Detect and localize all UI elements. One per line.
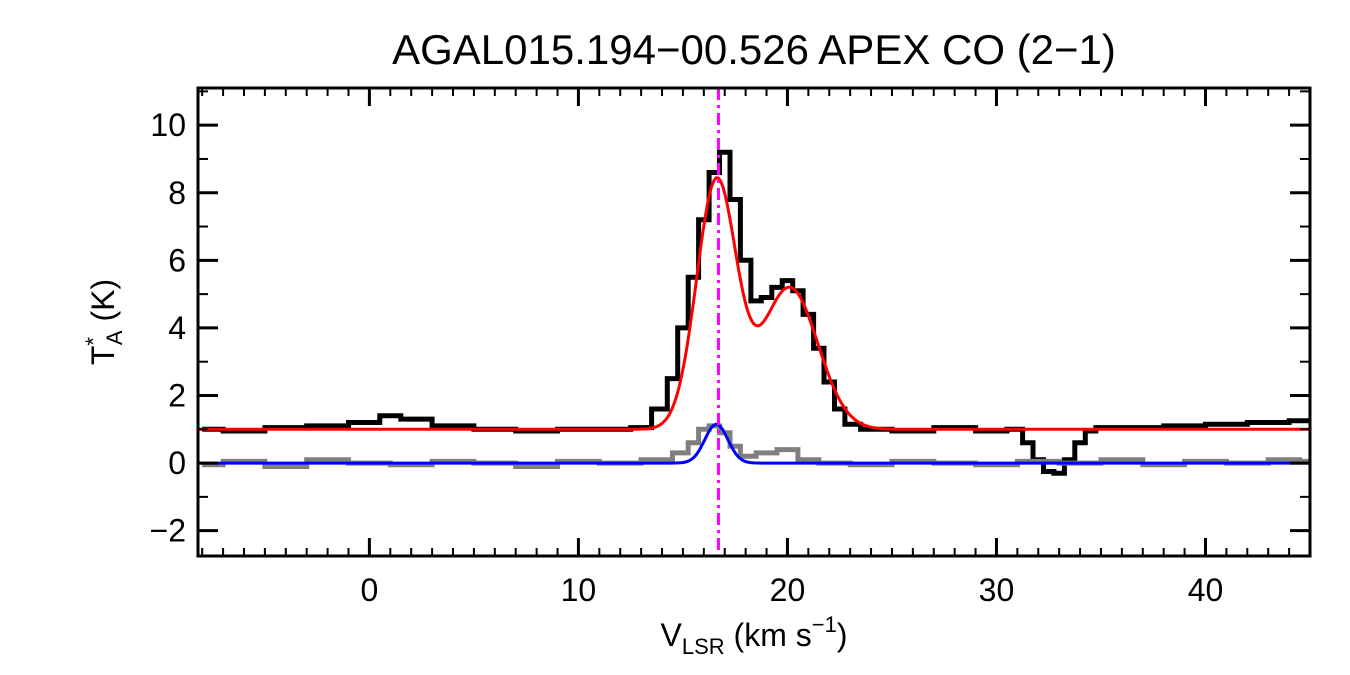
y-tick-label: −2: [150, 513, 186, 549]
y-tick-label: 6: [168, 242, 186, 278]
y-tick-label: 4: [168, 310, 186, 346]
series-two-component-gaussian-fit: [198, 176, 1310, 431]
x-axis-label-unit-post: ): [837, 617, 848, 653]
y-tick-label: 10: [150, 107, 186, 143]
y-axis-label-unit: (K): [85, 279, 121, 331]
series-single-gaussian-fit: [198, 422, 1310, 465]
plot-frame: [196, 86, 1312, 558]
y-axis-label: T*A (K): [81, 279, 127, 365]
x-axis-label-unit-pre: (km s: [725, 617, 812, 653]
x-tick-label: 40: [1188, 572, 1224, 608]
y-axis-label-main: T: [85, 346, 121, 366]
x-axis-label-sup: −1: [812, 612, 837, 637]
tick-layer: [198, 88, 1311, 556]
chart-title: AGAL015.194−00.526 APEX CO (2−1): [392, 26, 1116, 73]
series-layer: [198, 149, 1310, 476]
x-tick-label: 0: [361, 572, 379, 608]
y-axis-label-sub: A: [102, 330, 127, 345]
y-axis-label-sup: *: [81, 337, 106, 346]
x-tick-label: 20: [770, 572, 806, 608]
series-residual-second-spectrum: [202, 423, 1310, 469]
tick-label-layer: 0 10 20 30 40 −2 0 2 4 6 8 10: [150, 107, 1224, 608]
x-axis-label-sub: LSR: [682, 634, 725, 659]
y-tick-label: 2: [168, 377, 186, 413]
x-tick-label: 30: [979, 572, 1015, 608]
series-observed-spectrum-offset-1-k: [202, 149, 1310, 476]
x-axis-label-main: V: [661, 617, 683, 653]
y-tick-label: 8: [168, 175, 186, 211]
x-tick-label: 10: [561, 572, 597, 608]
y-tick-label: 0: [168, 445, 186, 481]
x-axis-label: VLSR (km s−1): [661, 612, 848, 659]
